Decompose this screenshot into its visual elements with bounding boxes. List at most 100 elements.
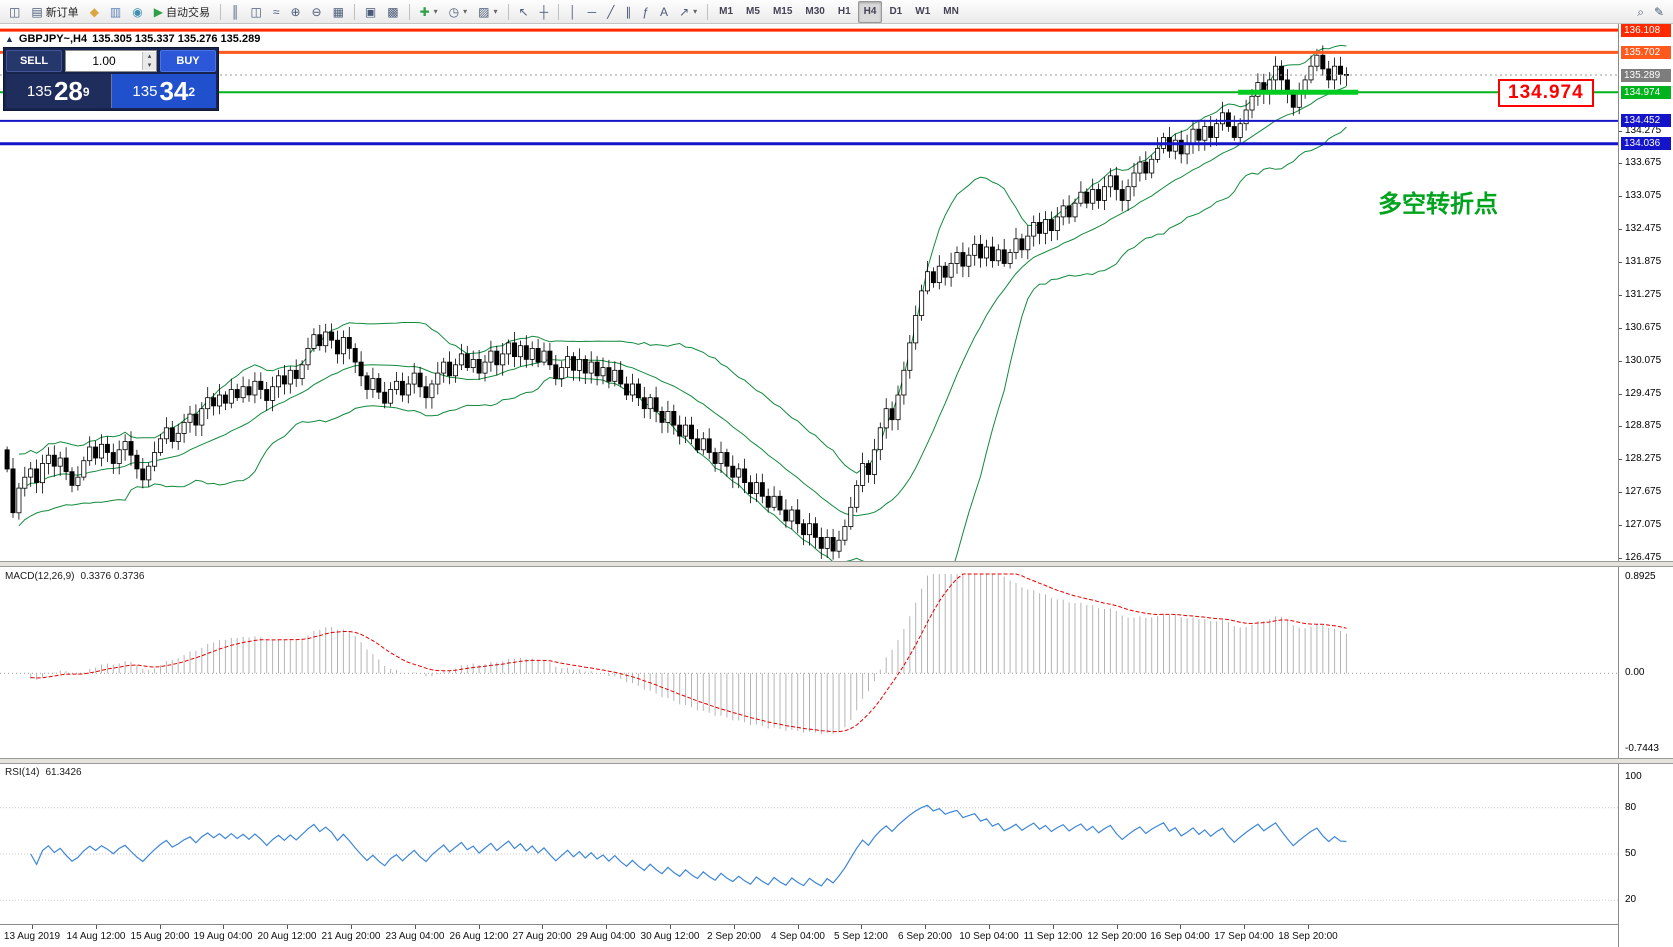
time-axis-label: 16 Sep 04:00 xyxy=(1150,931,1210,942)
bar-chart-mode-button[interactable]: ║ xyxy=(226,1,245,23)
macd-scale-label: -0.7443 xyxy=(1625,743,1659,754)
trendline-tool-button[interactable]: ╱ xyxy=(602,1,619,23)
macd-scale-label: 0.00 xyxy=(1625,667,1645,678)
toolbar: ◫ ▤ 新订单 ◆ ▥ ◉ ▶ 自动交易 ║ ◫ ≈ ⊕ ⊖ ▦ ▣ ▩ ✚ ▾ ◷ ▾ ▨ ▾ ↖ ┼ │ ─ ╱ ∥ ƒ A ↗ ▾ M1 M… xyxy=(0,0,1673,24)
channel-tool-button[interactable]: ∥ xyxy=(620,1,636,23)
timeframe-m30-button[interactable]: M30 xyxy=(805,6,825,17)
horizontal-line-tool-icon: ─ xyxy=(587,4,597,19)
quick-edit-button[interactable]: ✎ xyxy=(1649,1,1669,23)
arrows-tool-button[interactable]: ↗ ▾ xyxy=(674,1,702,23)
rsi-scale-label: 80 xyxy=(1625,802,1637,813)
rsi-pane[interactable] xyxy=(0,804,1618,901)
timeframe-m15-button[interactable]: M15 xyxy=(772,6,793,17)
zoom-in-icon: ⊕ xyxy=(290,4,301,19)
price-scale[interactable]: 134.275 133.675 133.075 132.475 131.875 131.2… xyxy=(1618,24,1673,947)
chart-canvas[interactable] xyxy=(0,24,1673,947)
timeframe-m1-button[interactable]: M1 xyxy=(719,6,734,17)
new-order-button[interactable]: ▤ 新订单 xyxy=(26,1,83,23)
scale-tick-mark xyxy=(1619,361,1622,362)
macd-pane[interactable] xyxy=(0,573,1618,735)
periods-button[interactable]: ◷ ▾ xyxy=(444,1,473,23)
volume-input[interactable]: 1.00 ▴ ▾ xyxy=(65,50,157,72)
timeframe-w1-button[interactable]: W1 xyxy=(915,6,931,17)
time-axis-tick xyxy=(925,925,926,929)
rsi-header: RSI(14) 61.3426 xyxy=(5,767,82,778)
scale-tick-mark xyxy=(1619,262,1622,263)
time-axis-label: 2 Sep 20:00 xyxy=(707,931,761,942)
tile-windows-button[interactable]: ▣ xyxy=(360,1,381,23)
zoom-in-button[interactable]: ⊕ xyxy=(285,1,305,23)
indicators-button[interactable]: ✚ ▾ xyxy=(415,1,443,23)
toolbar-separator xyxy=(507,3,509,20)
chart-window[interactable]: ▲ GBPJPY~,H4 135.305 135.337 135.276 135… xyxy=(0,24,1673,947)
time-axis-tick xyxy=(542,925,543,929)
volume-increase-icon[interactable]: ▴ xyxy=(143,52,156,61)
price-scale-marker: 135.702 xyxy=(1621,46,1671,59)
price-scale-marker: 134.036 xyxy=(1621,137,1671,150)
profiles-button[interactable]: ◆ xyxy=(85,1,104,23)
charts-list-button[interactable]: ▥ xyxy=(105,1,126,23)
pane-splitter-rsi[interactable] xyxy=(0,758,1673,764)
time-axis-tick xyxy=(32,925,33,929)
time-axis-tick xyxy=(1180,925,1181,929)
timeframe-d1-button[interactable]: D1 xyxy=(889,6,903,17)
price-scale-tick: 131.875 xyxy=(1625,256,1662,267)
timeframe-m5-button[interactable]: M5 xyxy=(746,6,760,17)
grid-toggle-button[interactable]: ▦ xyxy=(328,1,349,23)
time-axis-label: 26 Aug 12:00 xyxy=(449,931,509,942)
scale-tick-mark xyxy=(1619,229,1622,230)
autotrading-button[interactable]: ▶ 自动交易 xyxy=(149,1,215,23)
timeframe-mn-button[interactable]: MN xyxy=(943,6,959,17)
price-scale-tick: 129.475 xyxy=(1625,388,1662,399)
fibonacci-tool-button[interactable]: ƒ xyxy=(637,1,654,23)
panel-collapse-icon[interactable]: ▲ xyxy=(5,34,14,44)
time-axis-tick xyxy=(223,925,224,929)
cascade-windows-button[interactable]: ▩ xyxy=(382,1,403,23)
time-axis-label: 30 Aug 12:00 xyxy=(640,931,700,942)
vertical-line-tool-button[interactable]: │ xyxy=(564,1,582,23)
candlestick-mode-button[interactable]: ◫ xyxy=(246,1,267,23)
price-scale-tick: 134.275 xyxy=(1625,125,1662,136)
search-button[interactable]: ⌕ xyxy=(1632,1,1649,23)
volume-decrease-icon[interactable]: ▾ xyxy=(143,61,156,70)
horizontal-line-tool-button[interactable]: ─ xyxy=(583,1,602,23)
buy-button[interactable]: BUY xyxy=(160,50,216,72)
time-axis-tick xyxy=(670,925,671,929)
bollinger-bands xyxy=(18,44,1347,561)
sell-button[interactable]: SELL xyxy=(6,50,62,72)
toolbar-separator xyxy=(558,3,560,20)
timeframe-h1-button[interactable]: H1 xyxy=(837,6,851,17)
time-axis-tick xyxy=(798,925,799,929)
time-axis[interactable]: 13 Aug 2019 14 Aug 12:00 15 Aug 20:00 19 Au… xyxy=(0,924,1618,947)
line-chart-mode-button[interactable]: ≈ xyxy=(268,1,285,23)
time-axis-tick xyxy=(415,925,416,929)
zoom-out-icon: ⊖ xyxy=(311,4,322,19)
pane-splitter-macd[interactable] xyxy=(0,561,1673,567)
chart-title-row: ▲ GBPJPY~,H4 135.305 135.337 135.276 135… xyxy=(5,33,260,45)
time-axis-label: 27 Aug 20:00 xyxy=(512,931,572,942)
autotrading-label: 自动交易 xyxy=(165,6,210,19)
toolbar-separator xyxy=(353,3,355,20)
new-chart-button[interactable]: ◫ xyxy=(4,1,25,23)
signals-button[interactable]: ◉ xyxy=(127,1,147,23)
macd-histogram xyxy=(30,574,1347,735)
time-axis-label: 21 Aug 20:00 xyxy=(321,931,381,942)
cursor-button[interactable]: ↖ xyxy=(514,1,534,23)
templates-button[interactable]: ▨ ▾ xyxy=(473,1,502,23)
rsi-scale-label: 20 xyxy=(1625,894,1637,905)
scale-tick-mark xyxy=(1619,196,1622,197)
volume-value[interactable]: 1.00 xyxy=(92,54,116,68)
timeframe-h4-button[interactable]: H4 xyxy=(857,0,883,23)
text-tool-button[interactable]: A xyxy=(655,1,673,23)
price-scale-tick: 133.675 xyxy=(1625,157,1662,168)
time-axis-label: 6 Sep 20:00 xyxy=(898,931,952,942)
crosshair-icon: ┼ xyxy=(539,4,549,19)
scale-tick-mark xyxy=(1619,131,1622,132)
crosshair-button[interactable]: ┼ xyxy=(535,1,554,23)
chart-annotation[interactable]: 多空转折点 xyxy=(1378,191,1498,218)
main-price-pane[interactable] xyxy=(0,28,1618,618)
ohlc-values: 135.305 135.337 135.276 135.289 xyxy=(92,33,261,45)
zoom-out-button[interactable]: ⊖ xyxy=(307,1,327,23)
key-level-price-label[interactable]: 134.974 xyxy=(1498,79,1594,107)
